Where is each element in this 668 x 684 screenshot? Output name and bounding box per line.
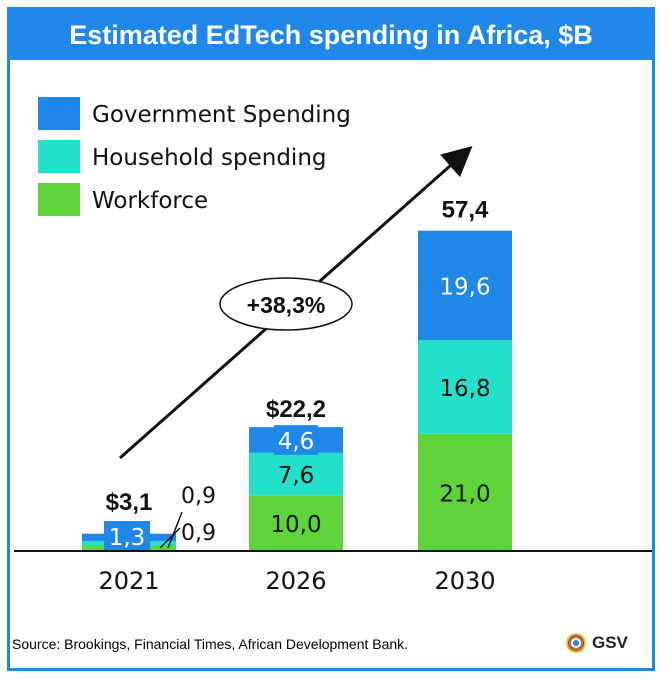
bar-2026-household-spending — [249, 452, 343, 496]
value-label-2026-workforce: 10,0 — [270, 512, 321, 538]
leader-line-2021-lower — [159, 527, 181, 549]
total-label-2026: $22,2 — [266, 396, 326, 423]
source-note: Source: Brookings, Financial Times, Afri… — [12, 636, 409, 652]
legend-label-government-spending: Government Spending — [92, 102, 351, 128]
x-tick-label-2026: 2026 — [265, 567, 326, 595]
x-tick-label-2030: 2030 — [434, 567, 495, 595]
value-label-2021-government-spending: 1,3 — [109, 525, 146, 551]
legend-swatch-workforce — [38, 183, 80, 216]
cagr-badge — [219, 277, 353, 331]
chart-title: Estimated EdTech spending in Africa, $B — [10, 10, 652, 60]
bar-2030-workforce — [418, 433, 512, 551]
gsv-logo: GSV — [566, 628, 628, 658]
value-label-2030-workforce: 21,0 — [439, 481, 490, 507]
bar-2026-workforce — [249, 495, 343, 551]
legend-swatch-government-spending — [38, 97, 80, 130]
bar-2030-household-spending — [418, 340, 512, 434]
total-label-2030: 57,4 — [442, 197, 489, 224]
gsv-logo-text: GSV — [592, 633, 628, 652]
leader-line-2021-upper — [167, 511, 183, 549]
legend-label-workforce: Workforce — [92, 188, 208, 214]
legend-label-household-spending: Household spending — [92, 145, 327, 171]
value-label-2030-government-spending: 19,6 — [439, 274, 490, 300]
cagr-label: +38,3% — [247, 292, 326, 318]
x-tick-label-2021: 2021 — [98, 567, 159, 595]
value-label-2021-workforce: 0,9 — [181, 521, 216, 546]
value-label-2026-household-spending: 7,6 — [278, 463, 315, 489]
value-label-bg-2021 — [104, 521, 150, 551]
value-label-2030-household-spending: 16,8 — [439, 376, 490, 402]
bar-2030-government-spending — [418, 230, 512, 341]
gsv-logo-icon — [566, 633, 586, 653]
value-label-2021-household-spending: 0,9 — [181, 484, 216, 509]
total-label-2021: $3,1 — [106, 489, 153, 516]
value-label-bg-2026 — [274, 425, 318, 455]
value-label-2026-government-spending: 4,6 — [278, 429, 315, 455]
legend-swatch-household-spending — [38, 140, 80, 173]
chart-frame: Estimated EdTech spending in Africa, $B — [7, 7, 655, 671]
